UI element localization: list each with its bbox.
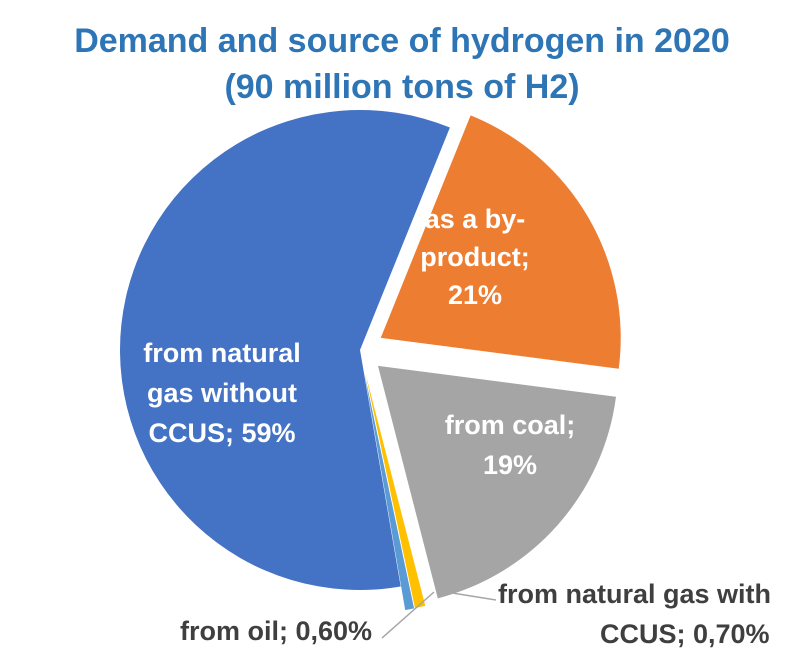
pie-slices [120,110,621,611]
slice-labels: as a by-product; 21% from coal; 19% from nat… [143,204,771,649]
pie-slice-oil [364,373,415,611]
pie-slice-gas-no-ccus [120,110,450,590]
slice-label-gas-no-ccus-line-1: from natural [143,338,301,368]
leader-line-oil [381,591,435,639]
pie-slice-coal [377,365,616,599]
slice-label-gas-ccus-line-2: CCUS; 0,70% [600,619,770,649]
slice-label-coal-line-2: 19% [483,450,537,480]
chart-title-line-1: Demand and source of hydrogen in 2020 [74,22,730,60]
slice-label-gas-ccus-line-1: from natural gas with [498,579,771,609]
slice-label-byproduct-line-2: product; [420,242,529,272]
slice-label-gas-no-ccus-line-2: gas without [147,378,297,408]
slice-label-oil-line-1: from oil; 0,60% [180,616,372,646]
slice-label-byproduct-line-1: as a by- [425,204,526,234]
pie-slice-byproduct [380,115,621,369]
leader-line-gas-ccus [445,591,497,601]
chart-title: Demand and source of hydrogen in 2020 (9… [74,22,730,106]
pie-slice-gas-ccus [365,373,426,609]
slice-label-gas-no-ccus-line-3: CCUS; 59% [148,418,295,448]
leader-lines [381,591,497,639]
chart-title-line-2: (90 million tons of H2) [224,68,579,106]
slice-label-coal-line-1: from coal; [445,410,576,440]
slice-label-byproduct-line-3: 21% [448,280,502,310]
